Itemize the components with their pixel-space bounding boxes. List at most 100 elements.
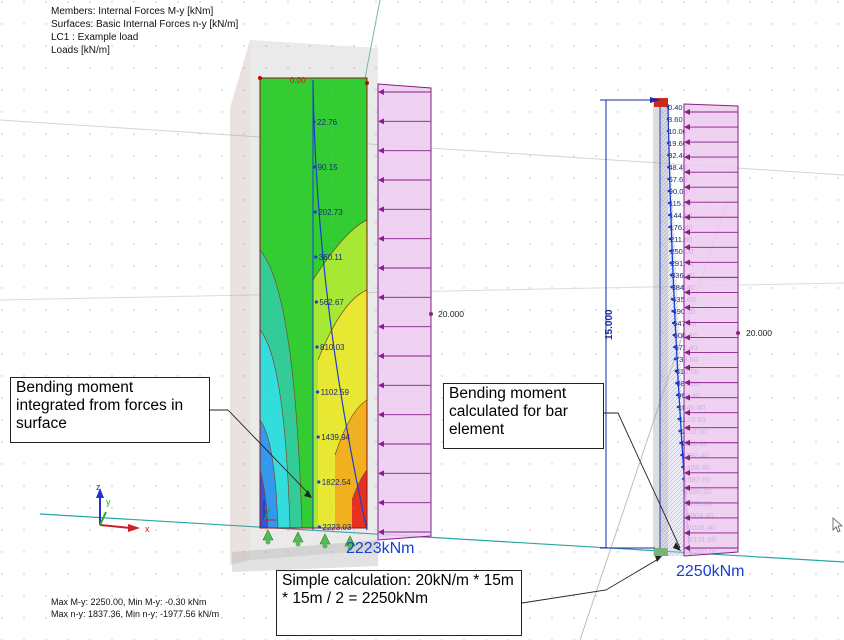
surface-moment-point bbox=[314, 300, 318, 304]
bar-moment-label: 176.40 bbox=[670, 223, 693, 232]
bar-moment-point bbox=[674, 369, 678, 373]
bar-load-node bbox=[736, 331, 740, 335]
surface-load-arrow-head bbox=[378, 235, 384, 242]
surface-top-label: 0.00 bbox=[290, 76, 306, 85]
info-loads-line: Loads [kN/m] bbox=[51, 45, 110, 56]
bar-moment-point bbox=[670, 285, 673, 289]
footer-max-my: Max M-y: 2250.00, Min M-y: -0.30 kNm bbox=[51, 597, 207, 607]
surface-moment-label: 22.76 bbox=[317, 118, 338, 127]
bar-moment-point bbox=[669, 261, 673, 265]
bar-load[interactable]: 20.000 bbox=[683, 103, 772, 557]
bar-moment-point bbox=[675, 393, 679, 397]
surface-load-value: 20.000 bbox=[438, 309, 464, 319]
bar-moment-point bbox=[671, 321, 675, 325]
bar-load-outline bbox=[683, 103, 739, 557]
bar-load-arrow-head bbox=[684, 214, 690, 221]
bar-load-arrow-head bbox=[684, 545, 690, 551]
surface-moment-point bbox=[312, 120, 316, 124]
bar-load-arrow-head bbox=[684, 154, 690, 161]
bar-moment-point bbox=[667, 201, 671, 205]
bar-load-arrow-head bbox=[684, 379, 690, 386]
bar-moment-point bbox=[681, 465, 684, 469]
bar-load-arrow-head bbox=[684, 199, 690, 206]
surface-moment-point bbox=[314, 255, 318, 259]
bar-moment-label: 384.40 bbox=[672, 283, 695, 292]
bar-load-arrow-head bbox=[684, 349, 690, 356]
surface-load-arrow-head bbox=[378, 147, 384, 154]
surface-load-arrow-head bbox=[378, 323, 384, 330]
surface-moment-label: 810.03 bbox=[320, 343, 345, 352]
surface-moment-labels: 22.76 90.15 202.73 360.11 562.67 810.03 1102.5… bbox=[312, 118, 352, 532]
bar-moment-point bbox=[667, 189, 671, 193]
surface-moment-label: 1439.94 bbox=[321, 433, 350, 442]
bar-moment-point bbox=[668, 225, 671, 229]
bar-load-arrow-head bbox=[684, 319, 690, 326]
surface-load-area bbox=[378, 84, 431, 540]
bar-load-arrow-head bbox=[684, 499, 690, 506]
surface-moment-point bbox=[316, 435, 320, 439]
surface-moment-label: 562.67 bbox=[319, 298, 344, 307]
bar-moment-label: 250.00 bbox=[670, 247, 693, 256]
surface-load-arrow-head bbox=[378, 177, 384, 183]
surface-moment-point bbox=[317, 525, 321, 529]
bar-load-arrow-head bbox=[684, 484, 690, 491]
surface-moment-point bbox=[313, 210, 317, 214]
surface-corner-node[interactable] bbox=[365, 81, 369, 85]
surface-model[interactable]: 0.00 22.76 90.15 202.73 360.11 562.67 810.03 1… bbox=[230, 40, 378, 572]
leader-arrowhead bbox=[304, 490, 312, 498]
bar-load-arrow-head bbox=[684, 454, 690, 461]
bar-load-arrow-head bbox=[684, 409, 690, 416]
bar-moment-result: 2250kNm bbox=[676, 563, 745, 580]
bar-length-value: 15.000 bbox=[604, 309, 615, 340]
bar-load-arrow-head bbox=[684, 439, 690, 446]
bar-load-value: 20.000 bbox=[746, 328, 772, 338]
bar-load-arrow-head bbox=[684, 334, 690, 341]
surface-moment-curve bbox=[312, 79, 368, 531]
surface-moment-label: 90.15 bbox=[318, 163, 339, 172]
surface-moment-result: 2223kNm bbox=[346, 540, 415, 557]
bar-moment-point bbox=[667, 165, 670, 169]
bar-load-arrow-head bbox=[684, 184, 690, 191]
leader-arrowhead bbox=[655, 556, 662, 562]
surface-local-axes-icon bbox=[263, 500, 276, 521]
bar-moment-label: 3.60 bbox=[668, 115, 683, 124]
surface-load[interactable]: 20.000 bbox=[377, 83, 464, 541]
bar-moment-point bbox=[678, 429, 682, 433]
bar-load-arrow-head bbox=[684, 109, 690, 115]
mouse-cursor-icon bbox=[832, 517, 844, 533]
bar-moment-point bbox=[671, 309, 674, 313]
bar-moment-point bbox=[668, 237, 672, 241]
bar-moment-point bbox=[676, 405, 680, 409]
axis-x-label: x bbox=[145, 524, 150, 534]
surface-box-bottom bbox=[232, 540, 378, 572]
bar-moment-label: 291.60 bbox=[671, 259, 694, 268]
bar-moment-point bbox=[670, 297, 674, 301]
bar-top-node[interactable] bbox=[654, 98, 668, 107]
bar-moment-label: 67.60 bbox=[669, 175, 688, 184]
bar-load-arrow-head bbox=[684, 364, 690, 371]
surface-corner-node[interactable] bbox=[258, 76, 262, 80]
bar-load-arrow-head bbox=[684, 124, 690, 131]
bar-load-arrow-head bbox=[684, 274, 690, 281]
bar-moment-point bbox=[669, 249, 672, 253]
bar-moment-label: 48.40 bbox=[668, 163, 687, 172]
surface-moment-point bbox=[317, 480, 321, 484]
callout-simple-calculation: Simple calculation: 20kN/m * 15m * 15m /… bbox=[276, 570, 522, 636]
bar-support bbox=[654, 548, 668, 556]
surface-supports bbox=[262, 529, 356, 551]
surface-load-arrow-head bbox=[378, 89, 384, 95]
bar-load-arrow-head bbox=[684, 259, 690, 266]
surface-load-arrow-head bbox=[378, 353, 384, 359]
bar-moment-point bbox=[677, 417, 681, 421]
bar-moment-point bbox=[673, 357, 677, 361]
info-members-line: Members: Internal Forces M-y [kNm] bbox=[51, 6, 214, 17]
bar-length-dimension: 15.000 bbox=[600, 97, 660, 549]
contour-isolines bbox=[259, 219, 368, 529]
surface-moment-point bbox=[316, 390, 320, 394]
bar-load-arrows bbox=[684, 109, 738, 551]
surface-load-arrow-head bbox=[378, 294, 384, 301]
surface-load-arrow-head bbox=[378, 206, 384, 213]
bar-moment-point bbox=[679, 441, 682, 445]
axis-y-label: y bbox=[106, 497, 111, 507]
